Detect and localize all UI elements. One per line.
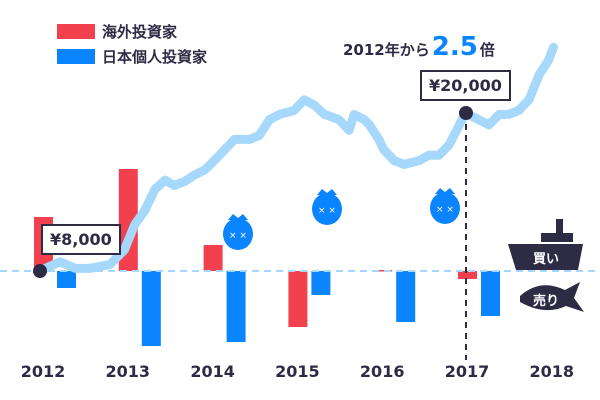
bar-foreign-2016 (373, 270, 393, 272)
x-tick-label: 2015 (275, 362, 320, 381)
bar-japan-2015 (311, 271, 331, 295)
x-tick-label: 2018 (529, 362, 575, 381)
bar-japan-2012 (57, 271, 76, 288)
callout-8000: ¥8,000 (41, 224, 121, 255)
bar-japan-2016 (396, 271, 416, 322)
title-prefix: 2012年から (343, 41, 430, 59)
title-suffix: 倍 (479, 41, 495, 59)
x-tick-label: 2014 (190, 362, 235, 381)
money-bag-icon: × × (312, 189, 342, 225)
chart-title: 2012年から 2.5 倍 (343, 32, 495, 62)
money-bag-icon: × × (223, 214, 253, 250)
bar-foreign-2014 (203, 245, 223, 271)
price-line (35, 42, 558, 276)
legend-swatch-red (57, 24, 95, 39)
x-tick-label: 2016 (359, 362, 405, 381)
legend-swatch-blue (57, 49, 95, 64)
fish-icon (520, 282, 584, 312)
legend-label: 日本個人投資家 (102, 48, 208, 66)
svg-text:× ×: × × (318, 206, 336, 216)
money-bag-icon: × × (430, 188, 460, 224)
buy-label: 買い (533, 252, 560, 267)
ship-icon (508, 219, 583, 270)
x-tick-label: 2017 (444, 362, 490, 381)
callout-20000: ¥20,000 (420, 70, 511, 101)
legend-label: 海外投資家 (102, 23, 178, 41)
bar-japan-2013 (141, 271, 161, 346)
sell-label: 売り (533, 294, 560, 309)
bar-japan-2017 (481, 271, 500, 316)
x-tick-label: 2013 (105, 362, 151, 381)
svg-text:× ×: × × (229, 231, 247, 241)
svg-text:× ×: × × (436, 205, 454, 215)
bars (34, 169, 500, 346)
point-8000 (33, 264, 47, 278)
x-tick-label: 2012 (20, 362, 66, 381)
title-highlight: 2.5 (431, 32, 478, 62)
point-20000 (459, 106, 473, 120)
legend-item-foreign: 海外投資家 (57, 19, 207, 44)
bar-foreign-2015 (288, 271, 308, 327)
bar-foreign-2017 (458, 271, 477, 279)
legend-item-japan: 日本個人投資家 (57, 44, 207, 69)
legend: 海外投資家 日本個人投資家 (57, 19, 207, 69)
bar-japan-2014 (226, 271, 246, 342)
